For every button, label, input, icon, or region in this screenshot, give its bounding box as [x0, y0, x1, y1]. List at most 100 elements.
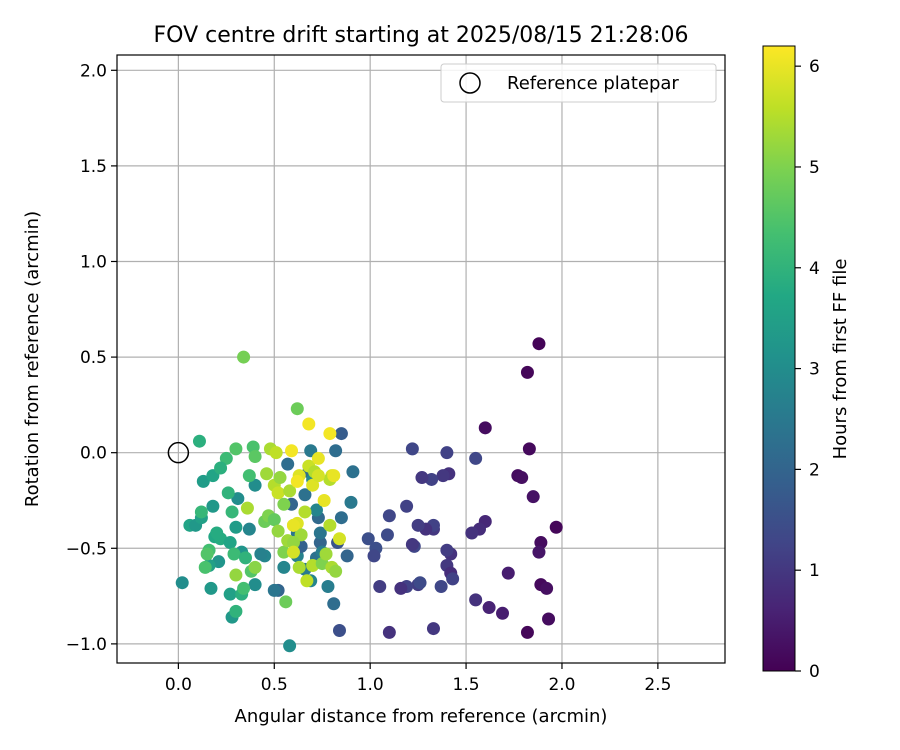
data-point: [405, 537, 419, 551]
data-point: [240, 501, 254, 515]
data-point: [469, 593, 483, 607]
data-point: [192, 434, 206, 448]
data-point: [221, 486, 235, 500]
data-point: [522, 442, 536, 456]
data-point: [298, 488, 312, 502]
data-point: [540, 581, 554, 595]
data-point: [400, 499, 414, 513]
data-point: [344, 495, 358, 509]
data-point: [311, 451, 325, 465]
data-point: [210, 526, 224, 540]
data-point: [520, 365, 534, 379]
data-point: [332, 532, 346, 546]
data-point: [223, 536, 237, 550]
data-point: [242, 469, 256, 483]
data-point: [219, 451, 233, 465]
x-tick-label: 0.5: [261, 675, 288, 695]
data-point: [227, 547, 241, 561]
data-point: [239, 551, 253, 565]
plot-frame: [116, 54, 726, 664]
data-point: [446, 572, 460, 586]
data-point: [515, 471, 529, 485]
y-tick-label: 1.0: [80, 252, 107, 272]
data-point: [273, 471, 287, 485]
data-point: [223, 587, 237, 601]
data-point: [346, 465, 360, 479]
data-point: [332, 623, 346, 637]
data-point: [319, 547, 333, 561]
data-point: [526, 490, 540, 504]
reference-circle-icon: [167, 441, 190, 464]
data-point: [229, 442, 243, 456]
data-point: [323, 427, 337, 441]
data-point: [281, 457, 295, 471]
data-point: [300, 574, 314, 588]
colorbar-tick-label: 2: [809, 460, 820, 480]
data-point: [311, 469, 325, 483]
data-points: [175, 337, 563, 653]
colorbar-tick-label: 4: [809, 259, 820, 279]
data-point: [271, 524, 285, 538]
data-point: [334, 511, 348, 525]
data-point: [248, 450, 262, 464]
data-point: [279, 595, 293, 609]
data-point: [549, 520, 563, 534]
data-point: [277, 497, 291, 511]
x-axis-label: Angular distance from reference (arcmin): [235, 706, 608, 727]
colorbar-tick-label: 6: [809, 57, 820, 77]
data-point: [290, 402, 304, 416]
legend: Reference platepar: [440, 63, 717, 103]
colorbar-tick-label: 3: [809, 360, 820, 380]
data-point: [361, 532, 375, 546]
x-axis: 0.0 0.5 1.0 1.5 2.0 2.5: [165, 663, 671, 695]
reference-marker: [167, 441, 190, 464]
colorbar-tick-label: 0: [809, 662, 820, 682]
data-point: [271, 486, 285, 500]
data-point: [426, 622, 440, 636]
data-point: [532, 337, 546, 351]
data-point: [242, 522, 256, 536]
data-point: [405, 442, 419, 456]
data-point: [411, 518, 425, 532]
data-point: [283, 639, 297, 653]
data-point: [231, 492, 245, 506]
colorbar-tick-label: 5: [809, 158, 820, 178]
data-point: [329, 564, 343, 578]
data-point: [200, 547, 214, 561]
data-point: [327, 469, 341, 483]
y-axis: −1.0 −0.5 0.0 0.5 1.0 1.5 2.0: [66, 61, 117, 655]
data-point: [229, 520, 243, 534]
data-point: [214, 461, 228, 475]
y-tick-label: −1.0: [66, 635, 107, 655]
colorbar-label: Hours from first FF file: [830, 259, 851, 460]
data-point: [373, 580, 387, 594]
y-tick-label: 0.0: [80, 444, 107, 464]
x-tick-label: 2.5: [644, 675, 671, 695]
data-point: [298, 505, 312, 519]
data-point: [436, 469, 450, 483]
colorbar: 0 1 2 3 4 5 6 Hours from first FF file: [762, 45, 851, 682]
legend-label: Reference platepar: [507, 73, 679, 94]
data-point: [206, 499, 220, 513]
x-tick-label: 1.0: [357, 675, 384, 695]
data-point: [248, 560, 262, 574]
data-point: [482, 601, 496, 615]
y-tick-label: −0.5: [66, 539, 107, 559]
data-point: [277, 560, 291, 574]
y-tick-label: 0.5: [80, 348, 107, 368]
x-tick-label: 1.5: [453, 675, 480, 695]
data-point: [413, 576, 427, 590]
data-point: [254, 547, 268, 561]
data-point: [380, 528, 394, 542]
data-point: [496, 606, 510, 620]
y-tick-label: 2.0: [80, 61, 107, 81]
data-point: [306, 478, 320, 492]
data-point: [229, 604, 243, 618]
data-point: [290, 474, 304, 488]
legend-box: [440, 63, 717, 103]
data-point: [382, 625, 396, 639]
chart-title: FOV centre drift starting at 2025/08/15 …: [154, 23, 689, 48]
data-point: [198, 560, 212, 574]
legend-circle-icon: [459, 72, 481, 94]
